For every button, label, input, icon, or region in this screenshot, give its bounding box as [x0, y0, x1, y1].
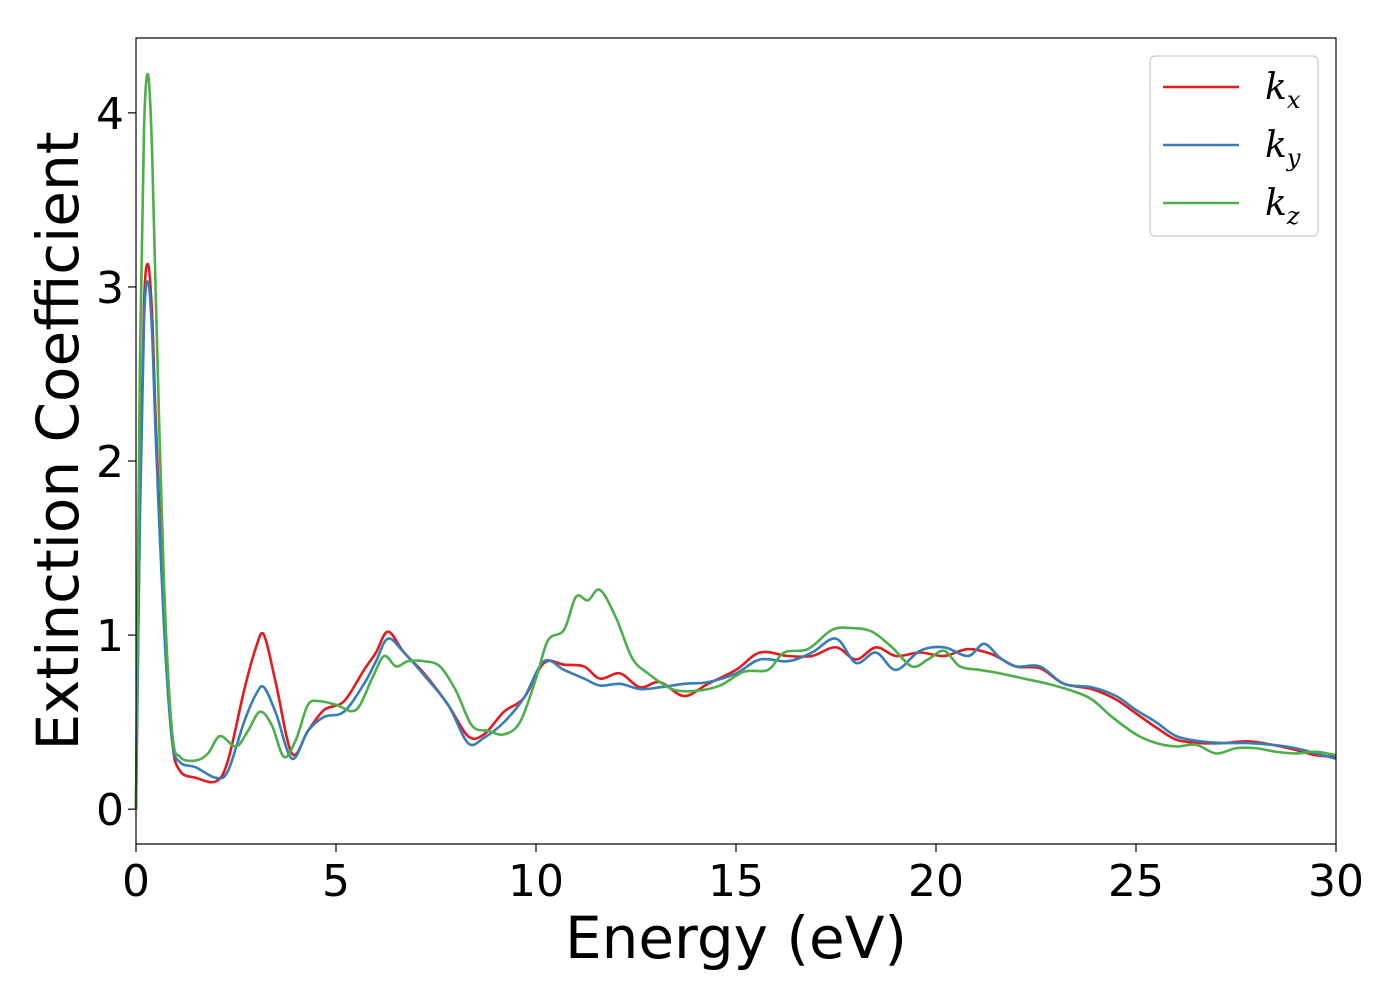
legend-subscript: y: [1286, 144, 1301, 172]
x-tick-label: 20: [908, 856, 964, 907]
legend-subscript: x: [1287, 86, 1301, 114]
x-tick-label: 5: [322, 856, 350, 907]
x-tick-label: 0: [122, 856, 150, 907]
y-tick-label: 0: [96, 785, 124, 836]
legend-subscript: z: [1286, 202, 1300, 230]
x-tick-label: 25: [1108, 856, 1164, 907]
y-axis-label: Extinction Coefficient: [24, 132, 92, 751]
series-lines: [134, 72, 1337, 810]
y-tick-label: 2: [96, 437, 124, 488]
y-tick-label: 1: [96, 611, 124, 662]
series-line-ky: [134, 280, 1337, 810]
x-tick-label: 15: [708, 856, 764, 907]
y-axis-ticks: 0 1 2 3 4: [96, 89, 136, 836]
x-axis-ticks: 0 5 10 15 20 25 30: [122, 844, 1364, 907]
x-tick-label: 10: [508, 856, 564, 907]
y-tick-label: 4: [96, 89, 124, 140]
series-line-kz: [134, 72, 1337, 810]
y-tick-label: 3: [96, 263, 124, 314]
x-tick-label: 30: [1308, 856, 1364, 907]
x-axis-label: Energy (eV): [565, 904, 907, 972]
